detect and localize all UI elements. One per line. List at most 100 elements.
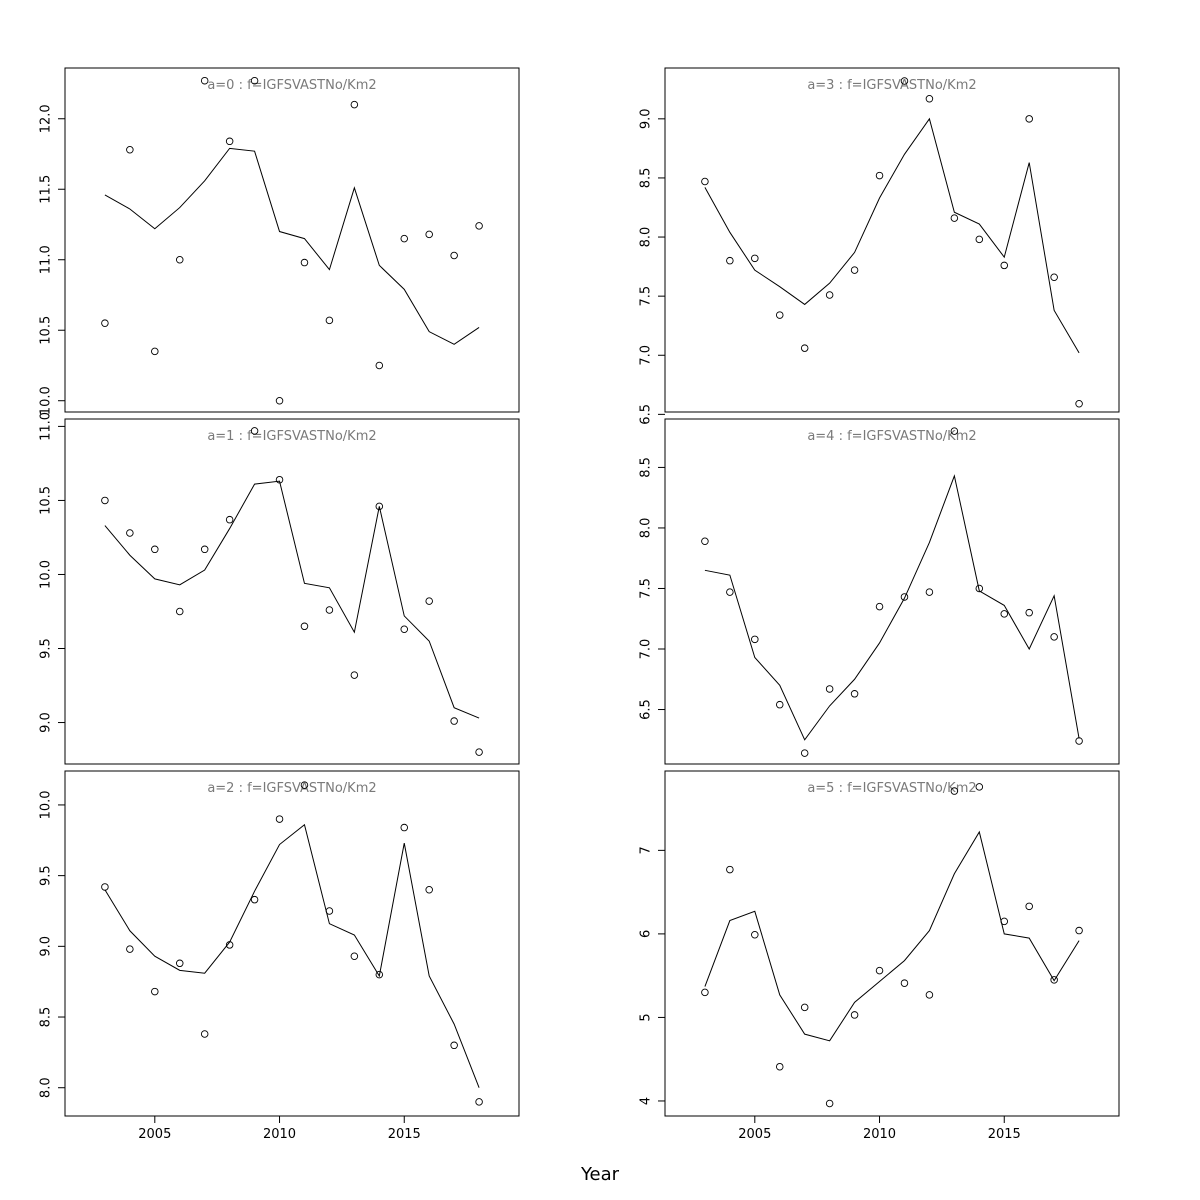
data-point (325, 316, 334, 325)
data-point (175, 607, 184, 616)
data-point (200, 76, 209, 85)
data-point (1050, 273, 1058, 281)
data-point (900, 593, 909, 601)
data-point (250, 427, 259, 435)
data-point (250, 76, 259, 85)
data-point (1000, 261, 1009, 270)
data-point (775, 700, 784, 709)
y-tick-label: 7.5 (639, 286, 654, 307)
data-point (751, 254, 759, 263)
data-point (1075, 737, 1083, 745)
data-point (350, 100, 359, 109)
panel-title: a=2 : f=IGFSVASTNo/Km2 (207, 781, 376, 796)
panel-a1: a=1 : f=IGFSVASTNo/Km2 9.0 9.5 10.0 10.5 11.0 (39, 412, 520, 765)
y-tick-label: 12.0 (39, 104, 54, 133)
data-point (925, 588, 934, 596)
data-point (300, 781, 309, 789)
data-point (1025, 902, 1033, 911)
y-tick-label: 4 (639, 1097, 654, 1105)
data-point (900, 979, 909, 987)
data-point (975, 584, 984, 593)
x-tick-label: 2015 (388, 1127, 421, 1142)
data-point (1050, 633, 1058, 641)
y-tick-label: 10.5 (39, 316, 54, 345)
data-point (400, 625, 409, 634)
data-point (375, 970, 384, 979)
data-point (450, 717, 458, 725)
data-point (1075, 399, 1083, 408)
data-point (101, 319, 109, 327)
y-tick-label: 8.0 (639, 518, 654, 539)
data-point (875, 966, 884, 975)
data-point (126, 146, 134, 154)
y-tick-label: 8.5 (639, 457, 654, 478)
y-tick-label: 7.0 (639, 639, 654, 660)
fit-line (104, 823, 480, 1088)
data-point (925, 94, 934, 103)
data-point (900, 77, 909, 85)
y-tick-label: 10.0 (39, 790, 54, 819)
data-point (925, 991, 934, 999)
data-point (400, 823, 409, 832)
x-tick-label: 2005 (738, 1127, 771, 1142)
y-tick-label: 7 (639, 846, 654, 854)
data-point (126, 529, 134, 537)
data-point (275, 815, 284, 823)
data-point (950, 427, 959, 435)
data-point (101, 496, 109, 505)
data-point (950, 214, 959, 222)
y-tick-label: 5 (639, 1013, 654, 1021)
data-point (850, 690, 859, 698)
data-point (775, 311, 784, 319)
panel-a5: a=5 : f=IGFSVASTNo/Km2 4 5 6 7 2005 2010 2015 (639, 770, 1120, 1142)
data-point (151, 347, 159, 356)
plot-frame (664, 418, 1120, 765)
data-point (726, 865, 734, 874)
data-point (375, 502, 384, 511)
x-tick-label: 2005 (138, 1127, 171, 1142)
data-point (800, 344, 809, 352)
y-tick-label: 11.0 (39, 245, 54, 274)
data-point (151, 545, 159, 554)
data-point (975, 235, 984, 244)
data-point (701, 537, 709, 546)
data-point (825, 291, 834, 299)
data-point (200, 545, 209, 554)
y-tick-label: 11.5 (39, 175, 54, 204)
panel-a0: a=0 : f=IGFSVASTNo/Km2 10.0 10.5 11.0 11.5 12… (39, 67, 520, 415)
data-point (250, 895, 259, 904)
plot-frame (664, 67, 1120, 413)
data-point (701, 988, 709, 997)
y-tick-label: 8.0 (39, 1077, 54, 1098)
panel-title: a=1 : f=IGFSVASTNo/Km2 (207, 429, 376, 444)
y-tick-label: 8.0 (639, 227, 654, 248)
data-point (751, 635, 759, 644)
x-tick-label: 2015 (988, 1127, 1021, 1142)
data-point (1075, 926, 1083, 935)
y-tick-label: 9.0 (39, 712, 54, 733)
data-point (175, 255, 184, 264)
y-tick-label: 6.5 (639, 404, 654, 425)
data-point (726, 588, 734, 596)
data-point (425, 597, 433, 605)
data-point (1050, 976, 1058, 984)
data-point (375, 361, 384, 370)
plot-frame (64, 770, 520, 1117)
data-point (701, 177, 709, 186)
panel-a2: a=2 : f=IGFSVASTNo/Km2 8.0 8.5 9.0 9.5 10.0 20… (39, 770, 520, 1142)
plot-frame (64, 418, 520, 765)
x-tick-label: 2010 (863, 1127, 896, 1142)
data-point (225, 515, 234, 524)
data-point (475, 1098, 483, 1106)
data-point (850, 266, 859, 274)
data-point (300, 622, 309, 631)
data-point (475, 748, 483, 756)
y-tick-label: 10.0 (39, 560, 54, 589)
data-point (450, 1041, 458, 1050)
panel-title: a=4 : f=IGFSVASTNo/Km2 (807, 429, 976, 444)
data-point (400, 234, 409, 243)
data-point (425, 230, 433, 239)
y-tick-label: 11.0 (39, 412, 54, 441)
data-point (101, 883, 109, 891)
